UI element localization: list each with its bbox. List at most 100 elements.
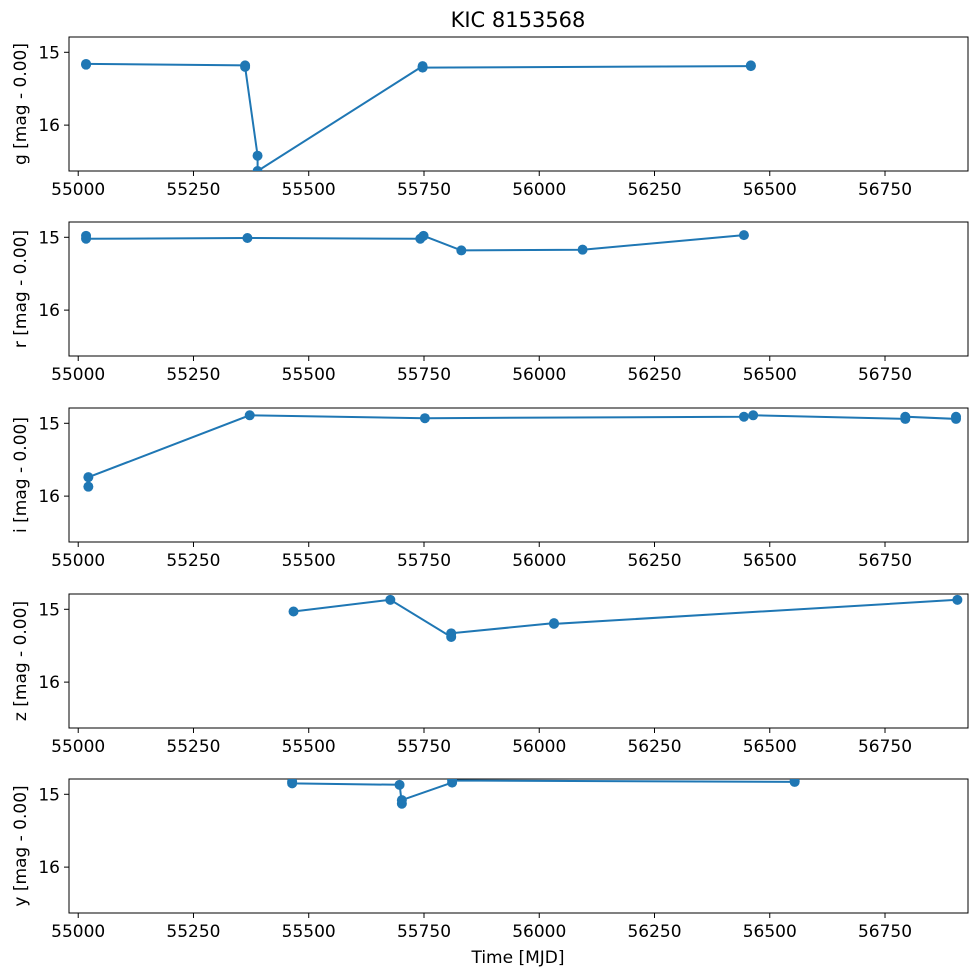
x-tick-label-y-56000: 56000 (512, 922, 566, 942)
x-tick-label-r-56500: 56500 (743, 365, 797, 385)
x-tick-label-z-56000: 56000 (512, 737, 566, 757)
y-axis-label-z: z [mag - 0.00] (11, 601, 31, 721)
series-line-y (291, 779, 796, 804)
x-tick-label-g-56250: 56250 (627, 180, 681, 200)
data-point-z-0 (288, 606, 299, 617)
series-line-i (87, 414, 957, 487)
series-line-g (85, 62, 752, 171)
panel-z: 55000 55250 55500 55750 56000 56250 56500 56750… (11, 593, 969, 757)
y-tick-label-r-15: 15 (38, 228, 60, 248)
data-point-r-5 (456, 245, 467, 256)
y-tick-label-z-15: 15 (38, 600, 60, 620)
x-tick-label-i-55000: 55000 (51, 551, 105, 571)
series-i (83, 410, 962, 492)
x-tick-label-i-55250: 55250 (166, 551, 220, 571)
data-point-g-1 (81, 58, 92, 69)
x-tick-label-y-55500: 55500 (282, 922, 336, 942)
data-point-r-7 (738, 230, 749, 241)
x-tick-label-g-55500: 55500 (282, 180, 336, 200)
data-point-i-7 (900, 411, 911, 422)
plot-frame-i (68, 407, 969, 543)
panel-i: 55000 55250 55500 55750 56000 56250 56500 56750… (11, 407, 969, 571)
data-point-y-8 (789, 779, 800, 787)
series-line-r (85, 234, 744, 252)
y-tick-label-z-16: 16 (38, 673, 60, 693)
x-tick-label-r-55000: 55000 (51, 365, 105, 385)
data-point-z-1 (385, 594, 396, 605)
x-tick-label-i-56000: 56000 (512, 551, 566, 571)
y-tick-label-g-15: 15 (38, 43, 60, 63)
x-axis-label: Time [MJD] (470, 948, 564, 968)
chart-title: KIC 8153568 (451, 8, 586, 32)
x-tick-label-i-56500: 56500 (743, 551, 797, 571)
series-g (81, 58, 756, 171)
x-tick-label-g-55750: 55750 (397, 180, 451, 200)
data-point-i-2 (244, 410, 255, 421)
data-point-i-5 (748, 410, 759, 421)
data-point-g-7 (417, 62, 428, 73)
y-tick-label-r-16: 16 (38, 301, 60, 321)
data-point-i-3 (419, 413, 430, 424)
data-point-r-4 (418, 230, 429, 241)
series-line-z (293, 598, 958, 639)
series-z (288, 594, 963, 642)
x-tick-label-y-55000: 55000 (51, 922, 105, 942)
x-tick-label-g-56750: 56750 (858, 180, 912, 200)
series-r (81, 230, 749, 256)
data-point-y-2 (394, 779, 405, 790)
x-tick-label-r-56250: 56250 (627, 365, 681, 385)
x-tick-label-g-56000: 56000 (512, 180, 566, 200)
x-tick-label-z-56250: 56250 (627, 737, 681, 757)
x-tick-label-y-56750: 56750 (858, 922, 912, 942)
data-point-y-1 (287, 779, 298, 789)
data-point-i-4 (738, 411, 749, 422)
x-tick-label-z-56500: 56500 (743, 737, 797, 757)
x-tick-label-z-55500: 55500 (282, 737, 336, 757)
y-tick-label-g-16: 16 (38, 116, 60, 136)
panel-y: 55000 55250 55500 55750 56000 56250 56500 56750… (11, 778, 969, 942)
data-point-i-0 (83, 481, 94, 492)
plot-frame-r (68, 221, 969, 357)
x-tick-label-i-56250: 56250 (627, 551, 681, 571)
panel-g: 55000 55250 55500 55750 56000 56250 56500 56750… (11, 36, 969, 200)
x-tick-label-z-55750: 55750 (397, 737, 451, 757)
data-point-z-6 (952, 594, 963, 605)
x-tick-label-y-56250: 56250 (627, 922, 681, 942)
x-tick-label-z-55250: 55250 (166, 737, 220, 757)
series-y (287, 779, 800, 809)
x-tick-label-r-55750: 55750 (397, 365, 451, 385)
data-point-g-9 (745, 60, 756, 71)
x-tick-label-g-56500: 56500 (743, 180, 797, 200)
x-tick-label-r-55250: 55250 (166, 365, 220, 385)
panel-r: 55000 55250 55500 55750 56000 56250 56500 56750… (11, 221, 969, 385)
x-tick-label-i-55500: 55500 (282, 551, 336, 571)
x-tick-label-r-55500: 55500 (282, 365, 336, 385)
x-tick-label-r-56750: 56750 (858, 365, 912, 385)
plot-frame-g (68, 36, 969, 172)
y-axis-label-y: y [mag - 0.00] (11, 785, 31, 906)
x-tick-label-y-55750: 55750 (397, 922, 451, 942)
data-point-y-6 (447, 779, 458, 786)
x-tick-label-z-56750: 56750 (858, 737, 912, 757)
data-point-z-3 (446, 628, 457, 639)
plot-frame-y (68, 778, 969, 914)
x-tick-label-y-55250: 55250 (166, 922, 220, 942)
y-axis-label-r: r [mag - 0.00] (11, 230, 31, 348)
y-tick-label-y-16: 16 (38, 858, 60, 878)
y-axis-label-i: i [mag - 0.00] (11, 417, 31, 533)
x-tick-label-r-56000: 56000 (512, 365, 566, 385)
y-tick-label-i-16: 16 (38, 487, 60, 507)
data-point-g-3 (240, 61, 251, 72)
data-point-r-1 (81, 233, 92, 244)
x-tick-label-z-55000: 55000 (51, 737, 105, 757)
data-point-g-5 (252, 166, 263, 171)
data-point-i-1 (83, 472, 94, 483)
y-axis-label-g: g [mag - 0.00] (11, 43, 31, 165)
data-point-g-4 (252, 150, 263, 161)
x-tick-label-i-56750: 56750 (858, 551, 912, 571)
plot-frame-z (68, 593, 969, 729)
data-point-r-6 (577, 244, 588, 255)
y-tick-label-i-15: 15 (38, 414, 60, 434)
data-point-i-9 (951, 411, 962, 422)
